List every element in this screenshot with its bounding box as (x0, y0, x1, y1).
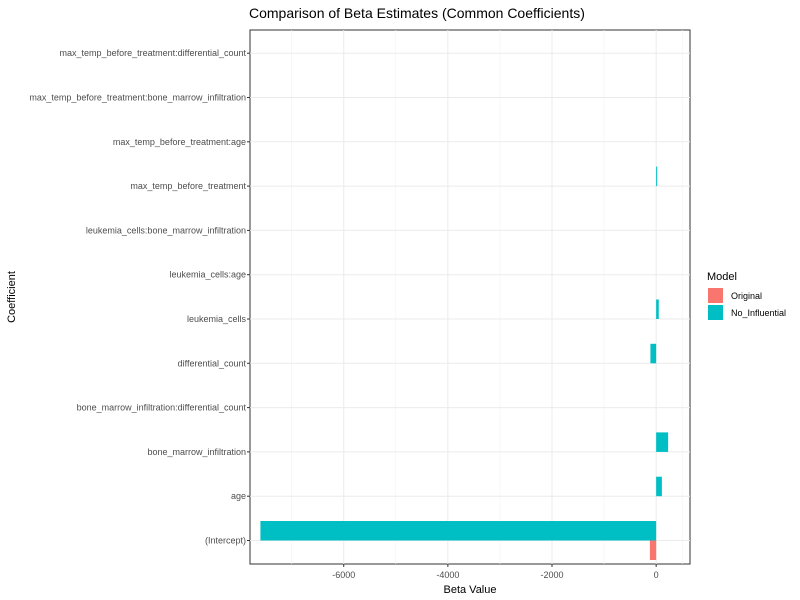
plot-panel (249, 29, 691, 565)
x-tick-label: -6000 (332, 570, 355, 580)
bar (650, 343, 657, 364)
legend-key (708, 288, 723, 303)
x-tick-label: -4000 (436, 570, 459, 580)
legend-label: Original (731, 291, 762, 301)
bar (656, 166, 658, 187)
legend-title: Model (707, 271, 737, 283)
y-tick-label: max_temp_before_treatment:differential_c… (60, 48, 247, 58)
y-tick-labels: (Intercept) age bone_marrow_infiltration bo… (29, 48, 250, 546)
legend-label: No_Influential (731, 308, 786, 318)
grid-lines (250, 30, 690, 564)
bar (649, 540, 657, 560)
y-tick-label: max_temp_before_treatment:age (113, 137, 246, 147)
legend: Model Original No_Influential (707, 271, 786, 320)
y-tick-label: differential_count (178, 358, 247, 368)
y-tick-label: leukemia_cells (187, 314, 247, 324)
y-tick-label: age (231, 491, 246, 501)
x-tick-label: -2000 (540, 570, 563, 580)
x-tick-labels: -6000 -4000 -2000 0 (332, 564, 659, 580)
chart-title: Comparison of Beta Estimates (Common Coe… (249, 5, 585, 21)
x-axis-title: Beta Value (443, 584, 496, 596)
legend-key (708, 305, 723, 320)
y-axis-title: Coefficient (6, 271, 18, 323)
bar (656, 299, 659, 319)
bar (656, 432, 669, 452)
y-tick-label: bone_marrow_infiltration (147, 447, 246, 457)
bars (260, 166, 669, 560)
y-tick-label: bone_marrow_infiltration:differential_co… (77, 403, 247, 413)
y-tick-label: leukemia_cells:age (169, 270, 246, 280)
y-tick-label: max_temp_before_treatment (130, 181, 246, 191)
bar (656, 476, 662, 497)
y-tick-label: max_temp_before_treatment:bone_marrow_in… (29, 93, 246, 103)
x-tick-label: 0 (654, 570, 659, 580)
y-tick-label: leukemia_cells:bone_marrow_infiltration (86, 225, 246, 235)
y-tick-label: (Intercept) (205, 536, 246, 546)
bar (260, 521, 657, 541)
